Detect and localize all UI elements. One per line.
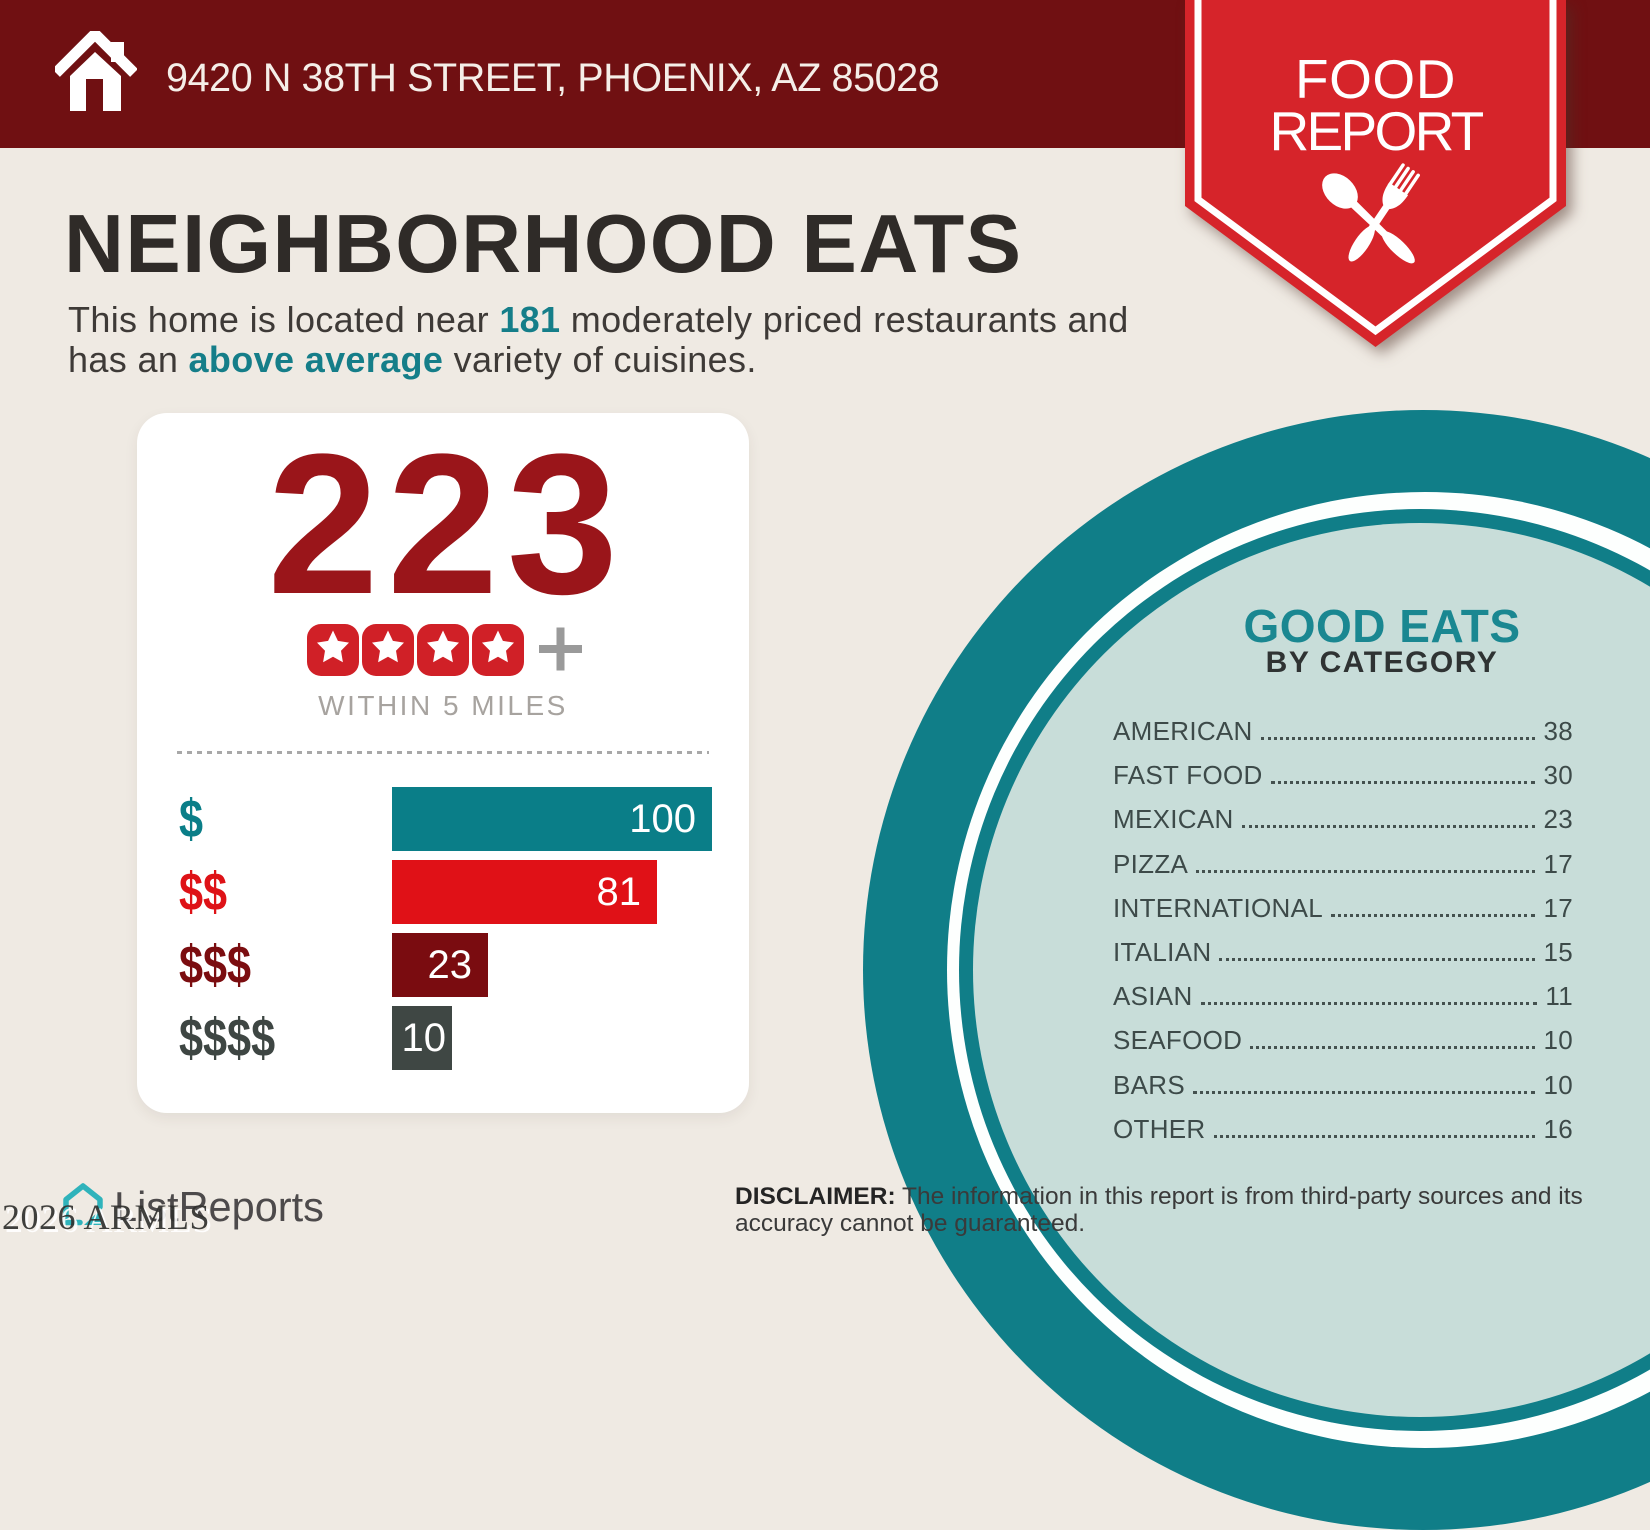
svg-text:FOOD: FOOD: [1295, 48, 1456, 110]
svg-text:REPORT: REPORT: [1270, 100, 1484, 162]
